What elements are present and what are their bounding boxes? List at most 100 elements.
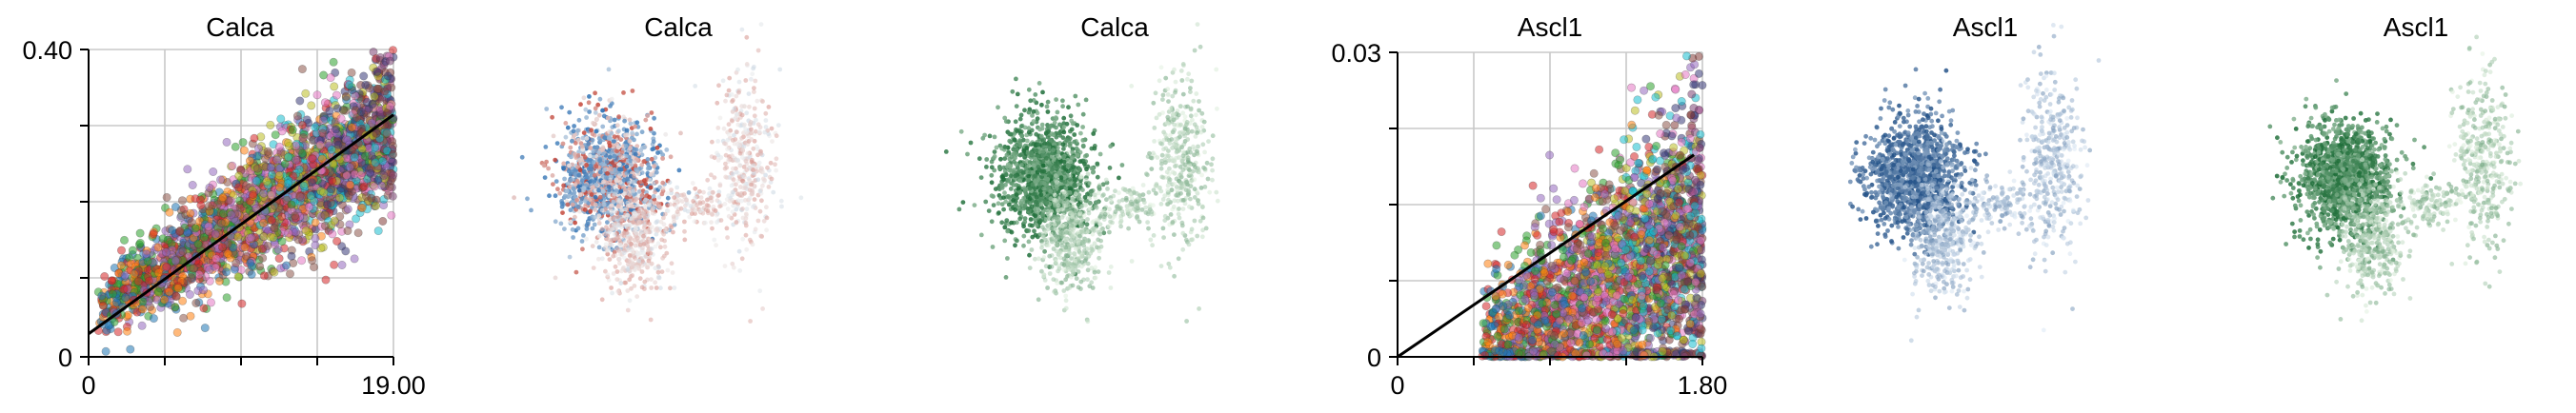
data-point — [693, 187, 697, 191]
data-point — [670, 261, 674, 266]
data-point — [568, 146, 573, 150]
data-point — [634, 132, 639, 137]
data-point — [723, 99, 728, 104]
data-point — [598, 97, 603, 102]
data-point — [747, 91, 752, 96]
data-point — [206, 266, 213, 273]
data-point — [308, 102, 315, 109]
data-point — [731, 167, 735, 171]
data-point — [610, 291, 614, 296]
data-point — [622, 119, 627, 124]
data-point — [731, 209, 735, 214]
data-point — [295, 166, 303, 173]
data-point — [748, 319, 753, 324]
data-point — [660, 256, 665, 261]
data-point — [732, 107, 736, 111]
data-point — [739, 136, 744, 141]
data-point — [585, 224, 590, 228]
data-point — [319, 116, 327, 124]
data-point — [184, 277, 191, 285]
data-point — [624, 215, 629, 220]
data-point — [252, 177, 260, 185]
data-point — [150, 314, 157, 322]
data-point — [612, 154, 616, 159]
data-point — [348, 69, 355, 76]
data-point — [374, 176, 382, 184]
data-point — [292, 228, 299, 236]
data-point — [645, 244, 650, 248]
data-point — [617, 261, 622, 266]
data-point — [750, 158, 755, 163]
data-point — [553, 158, 557, 163]
data-point — [1021, 234, 1026, 239]
data-point — [351, 153, 358, 161]
data-point — [206, 184, 213, 191]
data-point — [607, 238, 612, 243]
data-point — [184, 166, 191, 173]
data-point — [570, 170, 574, 175]
data-point — [735, 112, 739, 117]
data-point — [565, 188, 570, 193]
data-point — [612, 271, 616, 276]
data-point — [730, 153, 735, 158]
data-point — [656, 195, 661, 200]
data-point — [721, 78, 726, 83]
data-point — [634, 169, 639, 174]
data-point — [305, 204, 312, 211]
data-point — [618, 180, 623, 185]
data-point — [607, 136, 612, 141]
data-point — [710, 140, 714, 145]
data-point — [614, 177, 618, 182]
data-point — [583, 207, 588, 212]
data-point — [744, 110, 749, 115]
data-point — [384, 72, 392, 80]
data-point — [979, 233, 984, 238]
data-point — [745, 206, 750, 211]
data-point — [284, 180, 292, 187]
data-point — [205, 223, 212, 230]
data-point — [388, 158, 395, 166]
data-point — [542, 164, 547, 168]
data-point — [751, 243, 755, 247]
data-point — [342, 247, 350, 255]
data-point — [108, 277, 115, 285]
data-point — [379, 217, 387, 225]
data-point — [736, 90, 741, 95]
data-point — [554, 179, 559, 184]
data-point — [730, 198, 735, 203]
data-point — [634, 244, 638, 248]
data-point — [596, 188, 601, 193]
data-point — [673, 285, 677, 290]
data-point — [647, 203, 652, 207]
data-point — [723, 202, 728, 206]
data-point — [577, 188, 582, 193]
data-point — [664, 148, 669, 152]
data-point — [1045, 105, 1050, 109]
data-point — [658, 285, 663, 290]
data-point — [98, 292, 106, 300]
data-point — [166, 208, 173, 216]
data-point — [668, 285, 673, 290]
data-point — [770, 139, 775, 144]
data-point — [600, 208, 605, 213]
data-point — [259, 254, 267, 262]
data-point — [650, 110, 654, 115]
data-point — [614, 237, 618, 242]
data-point — [656, 270, 661, 275]
data-point — [701, 200, 706, 205]
data-point — [578, 192, 583, 197]
data-point — [367, 169, 374, 177]
data-point — [553, 193, 558, 198]
data-point — [580, 246, 585, 251]
data-point — [224, 249, 231, 257]
data-point — [275, 184, 283, 191]
data-point — [623, 244, 628, 248]
data-point — [235, 197, 243, 205]
data-point — [593, 90, 597, 95]
data-point — [649, 277, 654, 282]
data-point — [763, 111, 768, 116]
data-point — [567, 164, 572, 168]
data-point — [604, 175, 609, 180]
data-point — [625, 201, 630, 206]
data-point — [319, 71, 327, 79]
